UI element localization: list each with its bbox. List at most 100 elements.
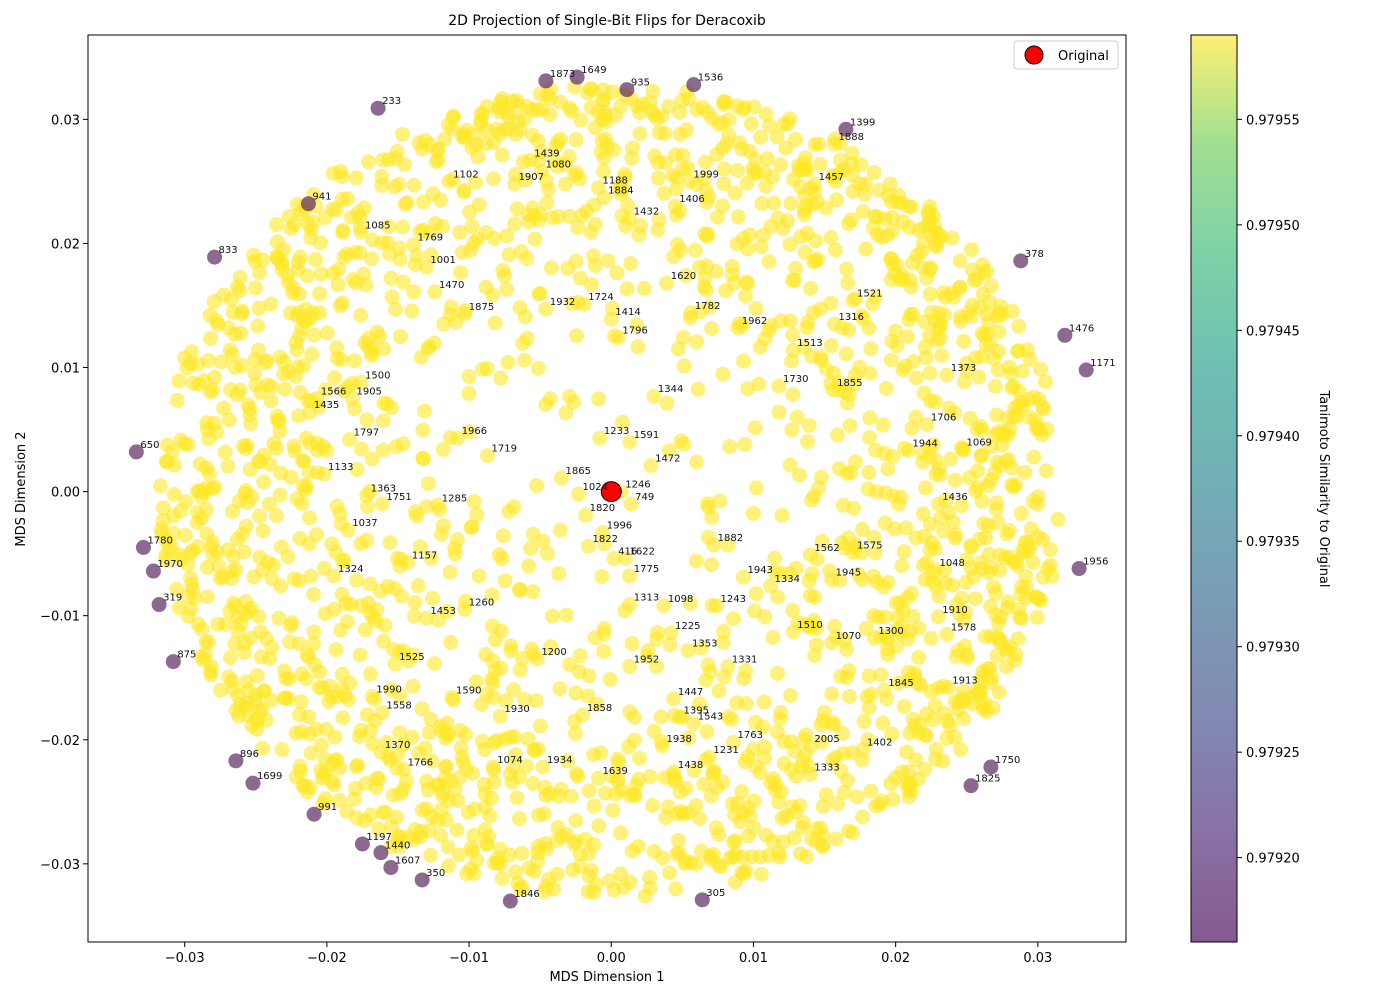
data-point <box>802 547 818 563</box>
point-label: 833 <box>219 245 238 256</box>
data-point <box>308 252 323 268</box>
data-point <box>928 394 943 410</box>
data-point <box>559 753 575 769</box>
data-point <box>324 536 340 552</box>
data-point <box>646 843 662 859</box>
point-label: 1575 <box>857 540 882 551</box>
data-point <box>383 270 399 286</box>
outlier-point <box>135 539 151 555</box>
data-point <box>281 671 297 687</box>
data-point <box>545 608 561 624</box>
data-point <box>879 631 895 646</box>
data-point <box>952 253 968 269</box>
data-point <box>681 173 697 189</box>
data-point <box>415 422 431 438</box>
data-point <box>558 405 574 421</box>
data-point <box>755 719 771 735</box>
point-label: 1782 <box>695 301 720 312</box>
data-point <box>830 796 845 812</box>
colorbar-tick-label: 0.97945 <box>1246 324 1300 339</box>
data-point <box>580 688 596 704</box>
data-point <box>371 771 387 787</box>
data-point <box>951 695 967 711</box>
data-point <box>1014 363 1030 379</box>
point-label: 1913 <box>952 676 977 687</box>
point-label: 1525 <box>399 652 424 663</box>
data-point <box>603 311 619 327</box>
data-point <box>440 858 456 874</box>
x-tick-label: 0.01 <box>739 951 768 966</box>
outlier-point <box>306 806 322 822</box>
data-point <box>313 762 328 778</box>
data-point <box>360 499 375 515</box>
data-point <box>713 858 729 874</box>
data-point <box>716 624 731 639</box>
data-point <box>692 811 708 827</box>
data-point <box>939 367 955 383</box>
data-point <box>356 266 372 282</box>
data-point <box>1004 477 1020 493</box>
data-point <box>910 772 926 788</box>
point-label: 1945 <box>836 568 861 579</box>
point-label: 1622 <box>629 547 654 558</box>
data-point <box>251 608 267 624</box>
data-point <box>406 177 422 193</box>
data-point <box>440 839 456 855</box>
data-point <box>633 218 648 234</box>
point-label: 941 <box>312 192 331 203</box>
data-point <box>1031 591 1047 607</box>
data-point <box>461 369 477 384</box>
data-point <box>736 569 752 585</box>
data-point <box>856 713 872 729</box>
point-label: 1188 <box>602 176 627 187</box>
data-point <box>976 328 992 344</box>
data-point <box>830 427 846 443</box>
data-point <box>1019 579 1035 595</box>
data-point <box>999 526 1015 542</box>
data-point <box>978 530 994 546</box>
point-label: 1649 <box>581 65 606 76</box>
data-point <box>922 286 938 302</box>
data-point <box>758 827 774 843</box>
data-point <box>158 552 174 568</box>
data-point <box>908 370 924 386</box>
data-point <box>289 342 305 358</box>
data-point <box>968 591 983 607</box>
data-point <box>898 520 914 536</box>
data-point <box>328 642 344 658</box>
data-point <box>331 261 347 277</box>
data-point <box>701 749 717 765</box>
data-point <box>757 750 773 766</box>
data-point <box>773 157 788 173</box>
data-point <box>584 277 600 293</box>
point-label: 1558 <box>386 700 411 711</box>
data-point <box>490 104 506 120</box>
data-point <box>478 279 494 295</box>
data-point <box>392 688 408 704</box>
point-label: 1706 <box>931 413 956 424</box>
point-label: 1966 <box>462 426 487 437</box>
data-point <box>252 703 268 719</box>
data-point <box>250 318 266 334</box>
data-point <box>802 738 818 754</box>
data-point <box>838 346 854 362</box>
data-point <box>394 126 410 142</box>
data-point <box>505 759 521 775</box>
data-point <box>502 729 518 745</box>
outlier-point <box>502 893 518 909</box>
data-point <box>745 505 761 521</box>
data-point <box>542 91 558 107</box>
data-point <box>539 545 555 561</box>
point-label: 305 <box>706 888 725 899</box>
data-point <box>494 871 510 886</box>
data-point <box>183 545 199 561</box>
chart-title: 2D Projection of Single-Bit Flips for De… <box>448 13 766 29</box>
data-point <box>947 530 963 546</box>
data-point <box>930 609 946 625</box>
data-point <box>693 640 709 656</box>
data-point <box>676 358 692 374</box>
data-point <box>583 99 599 115</box>
y-tick-label: −0.02 <box>40 734 80 749</box>
data-point <box>877 609 893 625</box>
data-point <box>605 802 621 818</box>
